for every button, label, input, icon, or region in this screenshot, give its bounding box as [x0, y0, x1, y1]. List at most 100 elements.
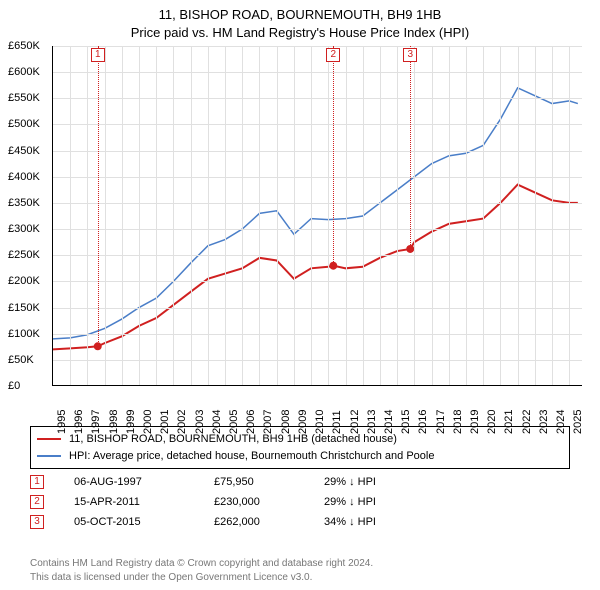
grid-h — [53, 124, 582, 125]
marker-box-3: 3 — [403, 48, 417, 62]
sales-delta-3: 34% ↓ HPI — [324, 516, 414, 528]
y-tick-label: £550K — [8, 92, 40, 104]
marker-box-1: 1 — [91, 48, 105, 62]
x-tick-label: 1996 — [73, 410, 85, 434]
legend-swatch-property — [37, 438, 61, 440]
sales-delta-2: 29% ↓ HPI — [324, 496, 414, 508]
grid-v — [294, 46, 295, 385]
y-tick-label: £400K — [8, 171, 40, 183]
x-tick-label: 2000 — [142, 410, 154, 434]
x-tick-label: 2025 — [572, 410, 584, 434]
grid-v — [500, 46, 501, 385]
x-tick-label: 2010 — [314, 410, 326, 434]
grid-h — [53, 255, 582, 256]
grid-v — [466, 46, 467, 385]
title-block: 11, BISHOP ROAD, BOURNEMOUTH, BH9 1HB Pr… — [0, 0, 600, 42]
y-tick-label: £350K — [8, 197, 40, 209]
x-tick-label: 1997 — [90, 410, 102, 434]
series-property — [53, 185, 578, 350]
sales-marker-3: 3 — [30, 515, 44, 529]
x-tick-label: 2016 — [417, 410, 429, 434]
x-tick-label: 2019 — [469, 410, 481, 434]
x-tick-label: 2003 — [194, 410, 206, 434]
sales-row-2: 2 15-APR-2011 £230,000 29% ↓ HPI — [30, 492, 570, 512]
x-tick-label: 2009 — [297, 410, 309, 434]
grid-h — [53, 203, 582, 204]
marker-box-2: 2 — [326, 48, 340, 62]
footer-line-1: Contains HM Land Registry data © Crown c… — [30, 557, 373, 571]
sales-row-1: 1 06-AUG-1997 £75,950 29% ↓ HPI — [30, 472, 570, 492]
grid-v — [191, 46, 192, 385]
grid-v — [449, 46, 450, 385]
sales-price-3: £262,000 — [214, 516, 294, 528]
grid-v — [208, 46, 209, 385]
grid-v — [346, 46, 347, 385]
x-tick-label: 2022 — [521, 410, 533, 434]
grid-v — [328, 46, 329, 385]
title-line-2: Price paid vs. HM Land Registry's House … — [0, 24, 600, 42]
grid-v — [397, 46, 398, 385]
x-tick-label: 2001 — [159, 410, 171, 434]
y-tick-label: £0 — [8, 380, 20, 392]
x-tick-label: 2014 — [383, 410, 395, 434]
grid-v — [277, 46, 278, 385]
marker-line-1 — [98, 46, 99, 346]
grid-v — [535, 46, 536, 385]
x-tick-label: 2013 — [366, 410, 378, 434]
y-tick-label: £250K — [8, 249, 40, 261]
x-tick-label: 2012 — [349, 410, 361, 434]
y-tick-label: £200K — [8, 275, 40, 287]
chart-area: 1 2 3 — [52, 46, 582, 386]
y-tick-label: £100K — [8, 328, 40, 340]
grid-v — [518, 46, 519, 385]
x-tick-label: 2024 — [555, 410, 567, 434]
grid-v — [87, 46, 88, 385]
sales-marker-2: 2 — [30, 495, 44, 509]
y-tick-label: £450K — [8, 145, 40, 157]
x-tick-label: 2004 — [211, 410, 223, 434]
marker-line-2 — [333, 46, 334, 266]
footer-line-2: This data is licensed under the Open Gov… — [30, 571, 373, 585]
grid-v — [432, 46, 433, 385]
legend-swatch-hpi — [37, 455, 61, 457]
chart-container: 11, BISHOP ROAD, BOURNEMOUTH, BH9 1HB Pr… — [0, 0, 600, 590]
grid-v — [156, 46, 157, 385]
grid-h — [53, 334, 582, 335]
series-hpi — [53, 88, 578, 339]
grid-h — [53, 72, 582, 73]
grid-h — [53, 360, 582, 361]
grid-v — [483, 46, 484, 385]
grid-h — [53, 151, 582, 152]
legend-label-hpi: HPI: Average price, detached house, Bour… — [69, 448, 434, 465]
sales-date-2: 15-APR-2011 — [74, 496, 184, 508]
x-tick-label: 2021 — [503, 410, 515, 434]
sales-price-1: £75,950 — [214, 476, 294, 488]
y-tick-label: £650K — [8, 40, 40, 52]
grid-v — [242, 46, 243, 385]
x-tick-label: 2015 — [400, 410, 412, 434]
grid-v — [70, 46, 71, 385]
x-tick-label: 2011 — [331, 410, 343, 434]
grid-v — [311, 46, 312, 385]
grid-v — [552, 46, 553, 385]
grid-h — [53, 177, 582, 178]
title-line-1: 11, BISHOP ROAD, BOURNEMOUTH, BH9 1HB — [0, 6, 600, 24]
legend-row-hpi: HPI: Average price, detached house, Bour… — [37, 448, 563, 465]
y-tick-label: £300K — [8, 223, 40, 235]
x-tick-label: 1995 — [56, 410, 68, 434]
x-tick-label: 2006 — [245, 410, 257, 434]
grid-h — [53, 281, 582, 282]
y-tick-label: £50K — [8, 354, 34, 366]
grid-v — [363, 46, 364, 385]
x-tick-label: 2002 — [176, 410, 188, 434]
footer: Contains HM Land Registry data © Crown c… — [30, 557, 373, 584]
grid-v — [105, 46, 106, 385]
sales-row-3: 3 05-OCT-2015 £262,000 34% ↓ HPI — [30, 512, 570, 532]
x-tick-label: 2020 — [486, 410, 498, 434]
grid-v — [259, 46, 260, 385]
grid-v — [380, 46, 381, 385]
sales-marker-1: 1 — [30, 475, 44, 489]
grid-h — [53, 229, 582, 230]
grid-v — [122, 46, 123, 385]
y-tick-label: £150K — [8, 302, 40, 314]
